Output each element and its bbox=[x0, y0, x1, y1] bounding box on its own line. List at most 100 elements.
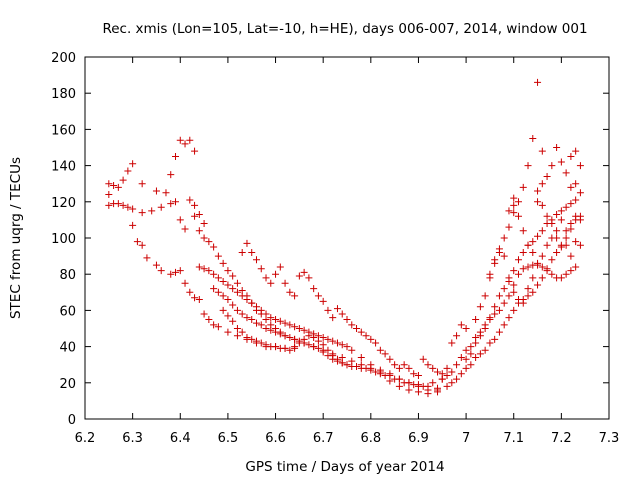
x-tick-label: 6.7 bbox=[313, 431, 334, 446]
x-tick-label: 7 bbox=[462, 431, 470, 446]
data-point bbox=[562, 227, 570, 235]
data-point bbox=[500, 252, 508, 260]
data-point bbox=[214, 323, 222, 331]
data-point bbox=[300, 326, 308, 334]
data-point bbox=[514, 198, 522, 206]
data-point bbox=[167, 270, 175, 278]
y-tick-label: 60 bbox=[59, 304, 76, 319]
data-point bbox=[510, 209, 518, 217]
data-point bbox=[491, 256, 499, 264]
data-point bbox=[248, 248, 256, 256]
data-point bbox=[200, 310, 208, 318]
data-point bbox=[219, 292, 227, 300]
data-point bbox=[519, 183, 527, 191]
data-point bbox=[548, 256, 556, 264]
data-point bbox=[534, 187, 542, 195]
data-point bbox=[538, 201, 546, 209]
data-point bbox=[167, 171, 175, 179]
data-point bbox=[238, 248, 246, 256]
data-point bbox=[543, 172, 551, 180]
data-point bbox=[357, 328, 365, 336]
data-point bbox=[495, 292, 503, 300]
data-point bbox=[243, 239, 251, 247]
data-point bbox=[434, 386, 442, 394]
data-point bbox=[243, 314, 251, 322]
data-point bbox=[548, 220, 556, 228]
data-point bbox=[562, 203, 570, 211]
data-point bbox=[395, 364, 403, 372]
data-point bbox=[372, 339, 380, 347]
data-point bbox=[572, 212, 580, 220]
data-point bbox=[353, 325, 361, 332]
data-point bbox=[138, 180, 146, 188]
x-tick-label: 6.4 bbox=[170, 431, 191, 446]
data-point bbox=[462, 364, 470, 372]
data-point bbox=[281, 344, 289, 352]
x-tick-label: 6.2 bbox=[75, 431, 96, 446]
data-point bbox=[476, 303, 484, 311]
data-point bbox=[119, 201, 127, 209]
data-point bbox=[457, 370, 465, 378]
data-point bbox=[281, 332, 289, 340]
y-tick-label: 40 bbox=[59, 341, 76, 356]
data-point bbox=[314, 292, 322, 300]
data-point bbox=[319, 348, 327, 356]
data-point bbox=[129, 221, 137, 229]
data-point bbox=[248, 299, 256, 307]
data-point bbox=[505, 207, 513, 215]
data-point bbox=[300, 335, 308, 343]
data-point bbox=[191, 201, 199, 209]
data-point bbox=[567, 200, 575, 208]
data-point bbox=[248, 335, 256, 343]
data-point bbox=[524, 241, 532, 249]
data-point bbox=[538, 180, 546, 188]
data-point bbox=[219, 306, 227, 314]
data-point bbox=[372, 368, 380, 376]
data-point bbox=[424, 361, 432, 369]
data-point bbox=[329, 352, 337, 360]
data-point bbox=[229, 301, 237, 309]
data-point bbox=[291, 323, 299, 331]
data-point bbox=[562, 270, 570, 278]
y-tick-label: 120 bbox=[51, 196, 76, 211]
data-point bbox=[210, 243, 218, 251]
data-point bbox=[376, 370, 384, 378]
data-point bbox=[267, 326, 275, 334]
data-point bbox=[152, 187, 160, 195]
data-point bbox=[219, 277, 227, 285]
data-point bbox=[333, 355, 341, 363]
data-point bbox=[286, 321, 294, 329]
data-point bbox=[486, 339, 494, 347]
data-point bbox=[548, 270, 556, 278]
data-point bbox=[214, 274, 222, 282]
data-point bbox=[481, 292, 489, 300]
data-point bbox=[138, 209, 146, 217]
data-point bbox=[219, 259, 227, 267]
x-axis-label: GPS time / Days of year 2014 bbox=[245, 459, 444, 475]
data-point bbox=[414, 388, 422, 396]
data-point bbox=[224, 312, 232, 320]
data-point bbox=[276, 263, 284, 271]
x-tick-label: 6.5 bbox=[218, 431, 239, 446]
data-point bbox=[572, 238, 580, 246]
data-point bbox=[495, 328, 503, 336]
data-point bbox=[105, 201, 113, 209]
data-point bbox=[510, 267, 518, 275]
data-point bbox=[295, 339, 303, 347]
data-point bbox=[386, 355, 394, 363]
x-tick-label: 7.3 bbox=[599, 431, 620, 446]
data-point bbox=[186, 288, 194, 296]
data-point bbox=[514, 256, 522, 264]
data-point bbox=[191, 147, 199, 155]
data-point bbox=[538, 227, 546, 235]
data-point bbox=[524, 263, 532, 271]
data-point bbox=[391, 375, 399, 383]
data-point bbox=[272, 315, 280, 323]
data-point bbox=[205, 267, 213, 275]
data-point bbox=[567, 252, 575, 260]
chart-title: Rec. xmis (Lon=105, Lat=-10, h=HE), days… bbox=[102, 21, 587, 37]
data-point bbox=[233, 332, 241, 340]
data-point bbox=[233, 325, 241, 332]
data-point bbox=[391, 361, 399, 369]
